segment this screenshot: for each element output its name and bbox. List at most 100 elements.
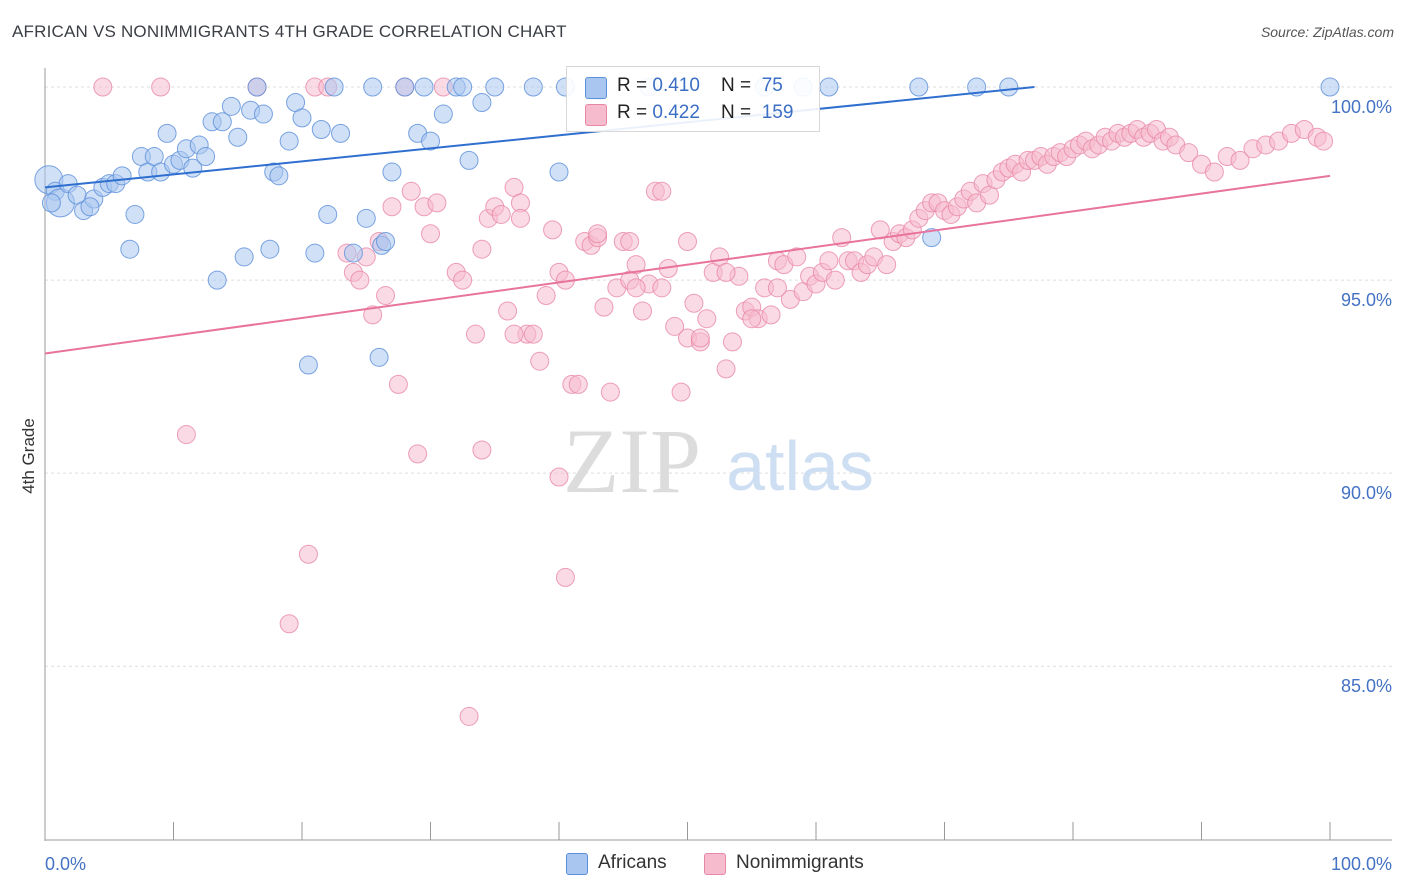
africans-point — [369, 347, 389, 367]
africans-point — [363, 77, 383, 97]
nonimmigrants-point — [767, 278, 787, 298]
trend-lines — [44, 86, 1331, 355]
africans-legend-swatch — [566, 853, 588, 875]
nonimmigrants-point — [697, 309, 717, 329]
nonimmigrants-point — [279, 614, 299, 634]
y-axis-title: 4th Grade — [19, 418, 38, 494]
nonimmigrants-point — [298, 544, 318, 564]
watermark: ZIP atlas — [563, 410, 874, 512]
africans-point — [331, 123, 351, 143]
nonimmigrants-point — [549, 467, 569, 487]
africans-point — [41, 193, 61, 213]
nonimmigrants-point — [472, 239, 492, 259]
africans-point — [298, 355, 318, 375]
nonimmigrants-point — [536, 286, 556, 306]
africans-point — [112, 166, 132, 186]
nonimmigrants-point — [530, 351, 550, 371]
nonimmigrants-point — [819, 251, 839, 271]
r-label: R = — [617, 102, 653, 123]
nonimmigrants-point — [459, 706, 479, 726]
africans-point — [318, 204, 338, 224]
africans-point — [382, 162, 402, 182]
nonimmigrants-point — [761, 305, 781, 325]
africans-point — [999, 77, 1019, 97]
nonimmigrants-point — [678, 231, 697, 251]
africans-point — [459, 150, 479, 170]
africans-point — [269, 166, 289, 186]
axes — [44, 68, 1392, 841]
africans-point — [207, 270, 227, 290]
nonimmigrants-point — [568, 374, 588, 394]
nonimmigrants-point — [408, 444, 428, 464]
nonimmigrants-point — [620, 231, 640, 251]
nonimmigrants-point — [665, 316, 685, 336]
y-tick-label: 95.0% — [1341, 290, 1392, 310]
nonimmigrants-point — [652, 181, 672, 201]
nonimmigrants-point — [465, 324, 485, 344]
africans-point — [234, 247, 254, 267]
africans-point — [472, 92, 492, 112]
nonimmigrants-point — [350, 270, 370, 290]
watermark-zip: ZIP — [563, 410, 701, 512]
source-label: Source: ZipAtlas.com — [1260, 24, 1394, 40]
grid-lines — [45, 86, 1392, 667]
nonimmigrants-point — [453, 270, 473, 290]
africans-point — [80, 197, 100, 217]
africans-point — [395, 77, 415, 97]
africans-point — [311, 120, 331, 140]
nonimmigrants-point — [684, 293, 704, 313]
n-label: N = — [721, 102, 757, 123]
africans-point — [120, 239, 140, 259]
africans-point — [125, 204, 145, 224]
nonimmigrants-point — [555, 567, 575, 587]
nonimmigrants-point — [472, 440, 492, 460]
nonimmigrants-point — [543, 220, 563, 240]
nonimmigrants-point — [363, 305, 383, 325]
nonimmigrants-point — [388, 374, 408, 394]
nonimmigrants-point — [382, 197, 402, 217]
nonimmigrants-point — [716, 262, 736, 282]
africans-point — [247, 77, 267, 97]
nonimmigrants-point — [787, 247, 807, 267]
n-label: N = — [721, 75, 757, 96]
y-tick-label: 85.0% — [1341, 676, 1392, 696]
r-value: 0.422 — [652, 102, 700, 123]
africans-point — [414, 77, 434, 97]
chart-title: AFRICAN VS NONIMMIGRANTS 4TH GRADE CORRE… — [12, 22, 567, 41]
nonimmigrants-point — [491, 204, 511, 224]
nonimmigrants-point — [427, 193, 447, 213]
nonimmigrants-point — [1204, 162, 1224, 182]
africans-point — [253, 104, 273, 124]
africans-point — [922, 228, 942, 248]
africans-point — [324, 77, 344, 97]
nonimmigrants-point — [1230, 150, 1250, 170]
nonimmigrants-point — [742, 309, 762, 329]
nonimmigrants-trendline — [44, 174, 1331, 355]
tick-labels: 85.0% 90.0% 95.0% 100.0% 0.0% 100.0% — [45, 97, 1392, 874]
nonimmigrants-point — [600, 382, 620, 402]
nonimmigrants-legend-swatch — [704, 853, 726, 875]
nonimmigrants-point — [716, 359, 736, 379]
nonimmigrants-point — [376, 286, 396, 306]
africans-point — [421, 131, 440, 151]
r-value: 0.410 — [652, 75, 700, 96]
africans-point — [221, 96, 241, 116]
watermark-atlas: atlas — [726, 427, 874, 505]
africans-point — [376, 231, 396, 251]
africans-point — [433, 104, 453, 124]
nonimmigrants-point — [504, 324, 524, 344]
nonimmigrants-legend-label: Nonimmigrants — [736, 852, 864, 873]
r-label: R = — [617, 75, 653, 96]
stats-legend: R = 0.410 N = 75 R = 0.422 N = 159 — [566, 66, 820, 132]
nonimmigrants-point — [626, 278, 646, 298]
africans-point — [523, 77, 543, 97]
africans-point — [305, 243, 325, 263]
nonimmigrants-swatch — [585, 104, 607, 126]
nonimmigrants-point — [401, 181, 421, 201]
africans-point — [909, 77, 929, 97]
nonimmigrants-point — [1314, 131, 1334, 151]
africans-point — [343, 243, 363, 263]
africans-point — [485, 77, 505, 97]
nonimmigrants-point — [93, 77, 113, 97]
africans-point — [453, 77, 473, 97]
